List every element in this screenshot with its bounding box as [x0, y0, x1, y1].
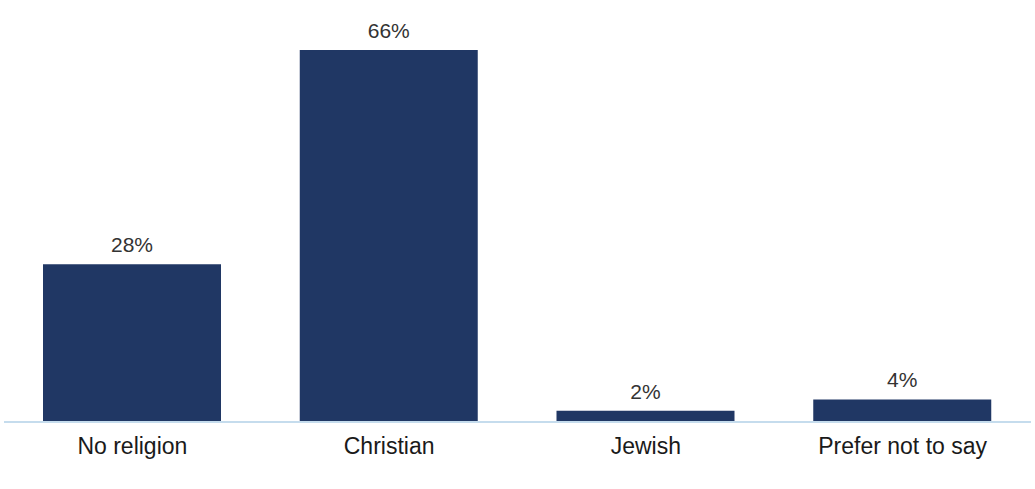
svg-text:66%: 66% — [368, 19, 410, 42]
svg-text:2%: 2% — [630, 380, 660, 403]
svg-text:4%: 4% — [887, 368, 917, 391]
svg-text:No religion: No religion — [77, 433, 187, 459]
svg-text:Prefer not to say: Prefer not to say — [818, 433, 987, 459]
svg-text:Christian: Christian — [344, 433, 435, 459]
svg-text:Jewish: Jewish — [611, 433, 681, 459]
svg-text:28%: 28% — [111, 233, 153, 256]
